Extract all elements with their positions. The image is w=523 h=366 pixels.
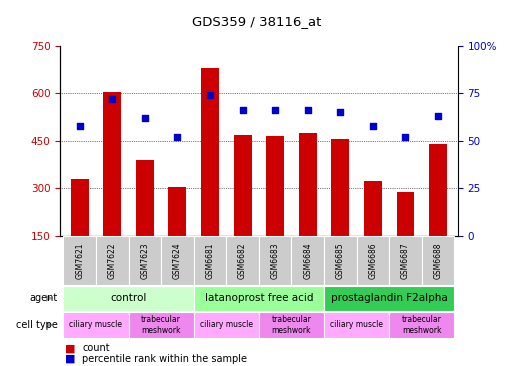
Bar bbox=[291, 236, 324, 285]
Bar bbox=[168, 187, 186, 236]
Point bbox=[434, 113, 442, 119]
Text: ■: ■ bbox=[65, 343, 76, 353]
Bar bbox=[96, 236, 129, 285]
Bar bbox=[389, 236, 422, 285]
Text: ciliary muscle: ciliary muscle bbox=[330, 320, 383, 329]
Bar bbox=[71, 179, 89, 236]
Bar bbox=[161, 236, 194, 285]
Text: ciliary muscle: ciliary muscle bbox=[200, 320, 253, 329]
Text: GSM6681: GSM6681 bbox=[206, 243, 214, 279]
Bar bbox=[259, 236, 291, 285]
Bar bbox=[129, 236, 161, 285]
Bar bbox=[194, 286, 324, 311]
Text: control: control bbox=[110, 293, 147, 303]
Point bbox=[75, 123, 84, 128]
Bar bbox=[129, 312, 194, 338]
Text: agent: agent bbox=[29, 293, 58, 303]
Text: GSM6685: GSM6685 bbox=[336, 242, 345, 279]
Bar bbox=[194, 236, 226, 285]
Text: GSM6683: GSM6683 bbox=[271, 242, 280, 279]
Text: percentile rank within the sample: percentile rank within the sample bbox=[82, 354, 247, 364]
Bar bbox=[259, 312, 324, 338]
Text: latanoprost free acid: latanoprost free acid bbox=[204, 293, 313, 303]
Text: ciliary muscle: ciliary muscle bbox=[70, 320, 122, 329]
Bar bbox=[389, 312, 454, 338]
Bar bbox=[422, 236, 454, 285]
Bar bbox=[324, 312, 389, 338]
Bar bbox=[63, 312, 129, 338]
Point bbox=[206, 92, 214, 98]
Bar bbox=[429, 144, 447, 236]
Text: cell type: cell type bbox=[16, 320, 58, 330]
Bar bbox=[332, 139, 349, 236]
Text: GSM6686: GSM6686 bbox=[368, 242, 378, 279]
Bar bbox=[194, 312, 259, 338]
Text: count: count bbox=[82, 343, 110, 353]
Text: GSM6687: GSM6687 bbox=[401, 242, 410, 279]
Text: trabecular
meshwork: trabecular meshwork bbox=[402, 315, 442, 335]
Bar bbox=[63, 286, 194, 311]
Text: GSM6682: GSM6682 bbox=[238, 243, 247, 279]
Bar bbox=[201, 68, 219, 236]
Bar bbox=[136, 160, 154, 236]
Bar bbox=[357, 236, 389, 285]
Text: GSM7622: GSM7622 bbox=[108, 243, 117, 279]
Text: GSM6688: GSM6688 bbox=[434, 243, 442, 279]
Text: GSM7621: GSM7621 bbox=[75, 243, 84, 279]
Bar bbox=[226, 236, 259, 285]
Bar bbox=[63, 236, 96, 285]
Text: trabecular
meshwork: trabecular meshwork bbox=[141, 315, 181, 335]
Text: GSM7623: GSM7623 bbox=[140, 242, 150, 279]
Point bbox=[238, 108, 247, 113]
Bar bbox=[266, 136, 284, 236]
Point bbox=[303, 108, 312, 113]
Text: GSM7624: GSM7624 bbox=[173, 242, 182, 279]
Bar bbox=[324, 286, 454, 311]
Text: prostaglandin F2alpha: prostaglandin F2alpha bbox=[331, 293, 448, 303]
Bar bbox=[324, 236, 357, 285]
Point bbox=[336, 109, 345, 115]
Text: ■: ■ bbox=[65, 354, 76, 364]
Point bbox=[141, 115, 149, 121]
Text: GDS359 / 38116_at: GDS359 / 38116_at bbox=[191, 15, 321, 28]
Point bbox=[401, 134, 410, 140]
Bar bbox=[234, 135, 252, 236]
Bar bbox=[104, 92, 121, 236]
Point bbox=[173, 134, 181, 140]
Point bbox=[108, 96, 117, 102]
Text: trabecular
meshwork: trabecular meshwork bbox=[271, 315, 311, 335]
Point bbox=[271, 108, 279, 113]
Bar bbox=[396, 192, 414, 236]
Point bbox=[369, 123, 377, 128]
Bar bbox=[299, 133, 317, 236]
Text: GSM6684: GSM6684 bbox=[303, 242, 312, 279]
Bar bbox=[364, 180, 382, 236]
